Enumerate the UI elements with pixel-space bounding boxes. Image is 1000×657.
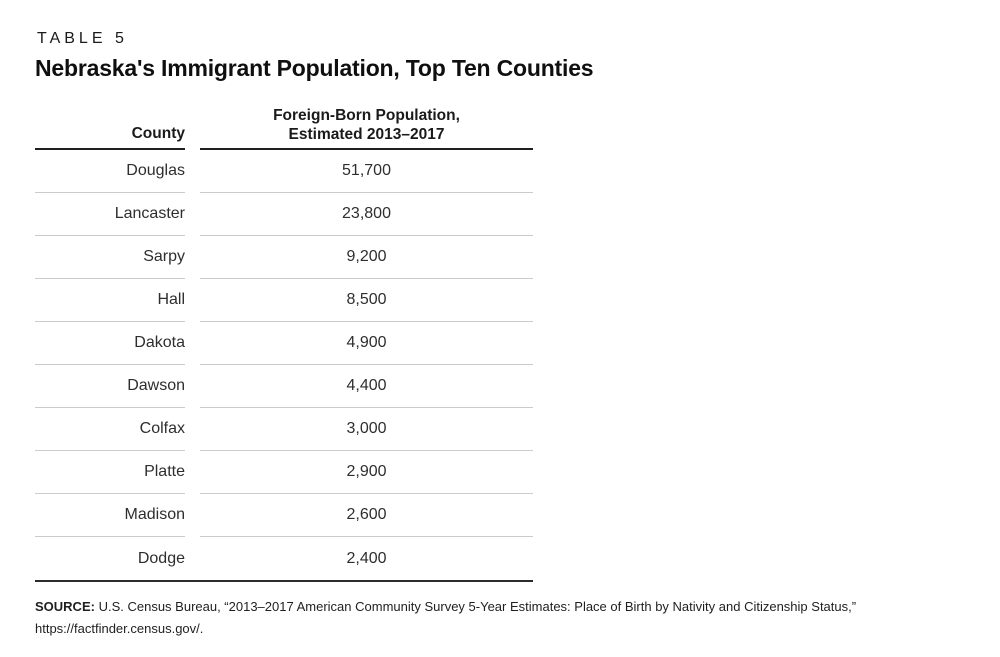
column-header-population-line2: Estimated 2013–2017: [288, 126, 445, 143]
population-cell: 8,500: [200, 279, 533, 322]
population-table: County Foreign-Born Population, Estimate…: [35, 106, 533, 582]
county-cell: Madison: [35, 494, 185, 537]
county-cell: Colfax: [35, 408, 185, 451]
report-page: TABLE 5 Nebraska's Immigrant Population,…: [35, 30, 940, 640]
table-label: TABLE 5: [37, 30, 128, 47]
column-header-county: County: [35, 106, 185, 150]
table-row: Platte 2,900: [35, 451, 533, 494]
county-cell: Dodge: [137, 549, 185, 567]
table-row: Douglas 51,700: [35, 150, 533, 193]
population-cell: 2,400: [346, 549, 387, 567]
population-cell: 23,800: [200, 193, 533, 236]
population-cell: 4,400: [200, 365, 533, 408]
table-row: Dakota 4,900: [35, 322, 533, 365]
table-row: Hall 8,500: [35, 279, 533, 322]
county-cell: Lancaster: [35, 193, 185, 236]
population-cell: 2,900: [200, 451, 533, 494]
table-row: Dodge 2,400: [35, 537, 533, 580]
source-citation: SOURCE: U.S. Census Bureau, “2013–2017 A…: [35, 596, 940, 640]
county-cell: Dawson: [35, 365, 185, 408]
population-cell: 3,000: [200, 408, 533, 451]
source-text: U.S. Census Bureau, “2013–2017 American …: [35, 599, 857, 636]
column-header-population: Foreign-Born Population, Estimated 2013–…: [200, 106, 533, 150]
table-row: Madison 2,600: [35, 494, 533, 537]
column-header-population-line1: Foreign-Born Population,: [273, 107, 460, 124]
county-cell: Hall: [35, 279, 185, 322]
table-row: Colfax 3,000: [35, 408, 533, 451]
population-cell: 51,700: [200, 150, 533, 193]
table-row: Dawson 4,400: [35, 365, 533, 408]
county-cell: Platte: [35, 451, 185, 494]
population-cell: 2,600: [200, 494, 533, 537]
table-body: Douglas 51,700 Lancaster 23,800 Sarpy 9,…: [35, 150, 533, 580]
population-cell: 4,900: [200, 322, 533, 365]
table-row: Sarpy 9,200: [35, 236, 533, 279]
county-cell: Dakota: [35, 322, 185, 365]
population-cell: 9,200: [200, 236, 533, 279]
county-cell: Douglas: [35, 150, 185, 193]
table-row: Lancaster 23,800: [35, 193, 533, 236]
header-row: County Foreign-Born Population, Estimate…: [35, 106, 533, 150]
table-title: Nebraska's Immigrant Population, Top Ten…: [35, 55, 594, 81]
table-header: County Foreign-Born Population, Estimate…: [35, 106, 533, 150]
county-cell: Sarpy: [35, 236, 185, 279]
source-label: SOURCE:: [35, 599, 95, 614]
